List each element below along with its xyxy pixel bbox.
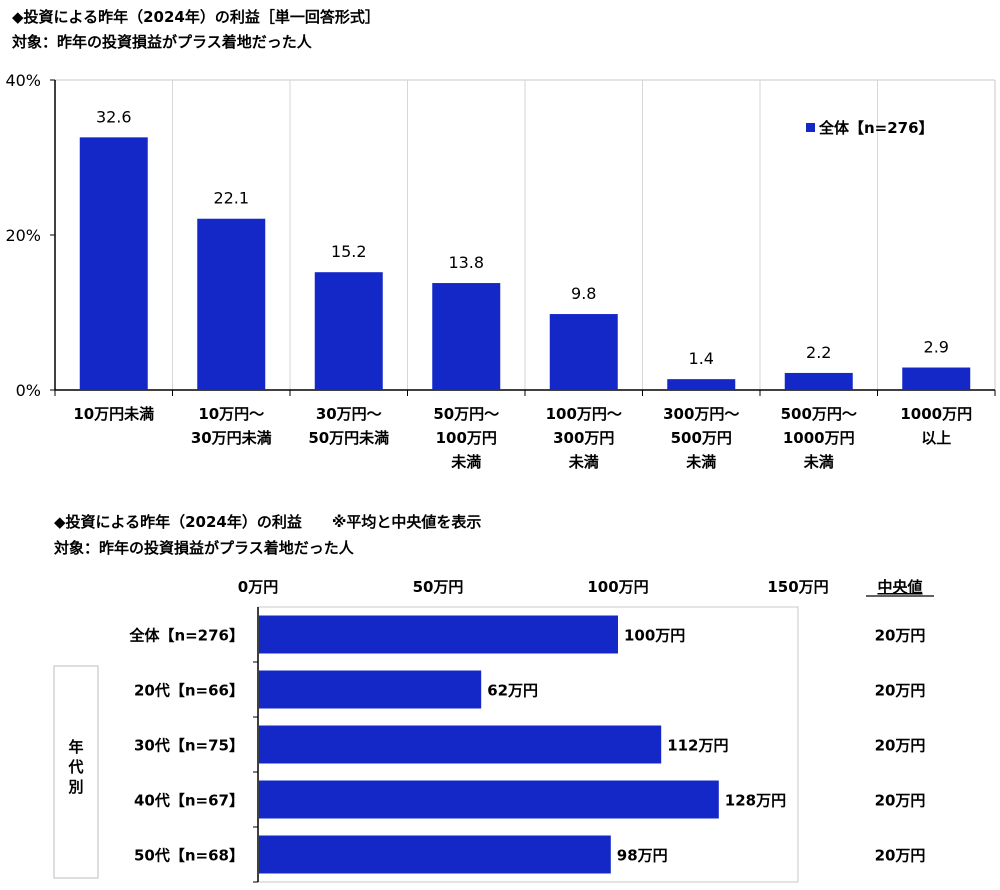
median-value: 20万円 — [875, 737, 926, 755]
x-tick-label: 以上 — [921, 429, 951, 447]
legend-swatch — [806, 123, 815, 132]
group-label-char: 年 — [68, 738, 83, 756]
data-label: 13.8 — [448, 253, 484, 272]
y-tick-label: 40% — [5, 71, 41, 90]
bar — [549, 314, 618, 390]
vertical-bar-chart: 0% 20% 40% 10万円未満 10万円～ 30万円未満 30万円～ 50万円未満 50万円… — [5, 71, 996, 471]
chart2-title: ◆投資による昨年（2024年）の利益 ※平均と中央値を表示 — [54, 513, 482, 531]
group-label-char: 代 — [67, 758, 83, 776]
bar — [432, 283, 501, 390]
data-label: 112万円 — [667, 737, 728, 755]
group-label-char: 別 — [67, 778, 83, 796]
median-value: 20万円 — [875, 847, 926, 865]
x-tick-label: 300万円～ — [663, 405, 739, 423]
x-tick-label: 30万円未満 — [191, 429, 272, 447]
bar — [784, 372, 853, 390]
median-value: 20万円 — [875, 682, 926, 700]
median-value: 20万円 — [875, 792, 926, 810]
x-tick-label: 150万円 — [767, 578, 828, 596]
data-label: 100万円 — [624, 627, 685, 645]
x-tick-label: 50万円 — [413, 578, 464, 596]
data-label: 98万円 — [617, 847, 668, 865]
bar — [259, 780, 719, 819]
y-tick-label: 0% — [16, 381, 41, 400]
bar — [667, 379, 736, 390]
y-tick-label: 40代【n=67】 — [134, 792, 244, 810]
x-tick-label: 500万円 — [671, 429, 732, 447]
data-label: 1.4 — [689, 349, 714, 368]
x-tick-label: 未満 — [450, 453, 481, 471]
bar — [259, 725, 662, 764]
legend-label: 全体【n=276】 — [818, 119, 934, 137]
x-tick-label: 30万円～ — [316, 405, 382, 423]
bar — [259, 670, 482, 709]
x-tick-label: 50万円未満 — [308, 429, 389, 447]
x-tick-label: 10万円～ — [198, 405, 264, 423]
bar — [197, 218, 266, 390]
y-tick-label: 全体【n=276】 — [128, 627, 244, 645]
data-label: 22.1 — [213, 189, 249, 208]
x-tick-label: 100万円 — [587, 578, 648, 596]
x-tick-label: 0万円 — [238, 578, 278, 596]
chart1-title: ◆投資による昨年（2024年）の利益［単一回答形式］ — [12, 8, 380, 26]
chart1-subtitle: 対象：昨年の投資損益がプラス着地だった人 — [12, 33, 312, 51]
median-value: 20万円 — [875, 627, 926, 645]
x-tick-label: 100万円 — [436, 429, 497, 447]
x-tick-label: 未満 — [685, 453, 716, 471]
data-label: 62万円 — [487, 682, 538, 700]
x-tick-label: 100万円～ — [546, 405, 622, 423]
data-label: 15.2 — [331, 242, 367, 261]
data-label: 2.2 — [806, 343, 831, 362]
x-tick-label: 500万円～ — [781, 405, 857, 423]
bar — [79, 137, 148, 390]
x-tick-label: 1000万円 — [783, 429, 855, 447]
x-tick-label: 1000万円 — [900, 405, 972, 423]
x-tick-label: 未満 — [803, 453, 834, 471]
y-tick-label: 30代【n=75】 — [134, 737, 244, 755]
y-tick-label: 20% — [5, 226, 41, 245]
x-tick-label: 50万円～ — [433, 405, 499, 423]
median-header: 中央値 — [877, 578, 922, 596]
data-label: 9.8 — [571, 284, 596, 303]
bar — [902, 367, 971, 390]
bar — [259, 615, 618, 654]
bar — [259, 835, 611, 874]
group-box — [53, 665, 99, 879]
x-tick-label: 300万円 — [553, 429, 614, 447]
data-label: 2.9 — [924, 338, 949, 357]
data-label: 32.6 — [96, 107, 132, 126]
bar — [314, 272, 383, 390]
data-label: 128万円 — [725, 792, 786, 810]
y-tick-label: 20代【n=66】 — [134, 682, 244, 700]
x-tick-label: 10万円未満 — [73, 405, 154, 423]
y-tick-label: 50代【n=68】 — [134, 847, 244, 865]
x-tick-label: 未満 — [568, 453, 599, 471]
chart2-subtitle: 対象：昨年の投資損益がプラス着地だった人 — [54, 539, 354, 557]
